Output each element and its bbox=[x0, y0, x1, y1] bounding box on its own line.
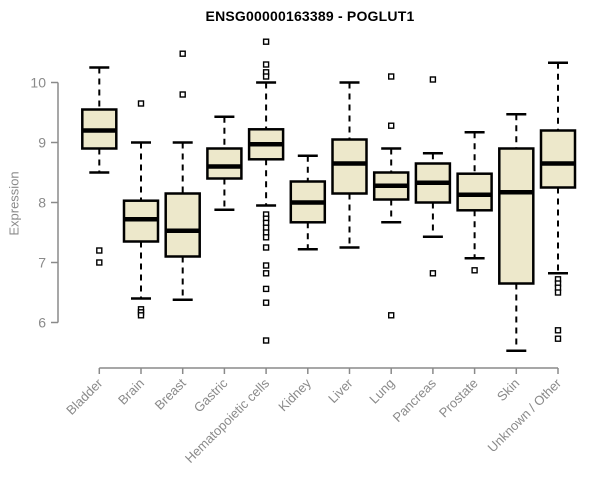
outlier-point-brain bbox=[137, 312, 145, 319]
box-unknown-other bbox=[539, 129, 577, 189]
x-tick-label-bladder: Bladder bbox=[63, 375, 106, 418]
box-liver bbox=[331, 138, 368, 195]
y-tick-label: 9 bbox=[38, 135, 46, 151]
outlier-point-hematopoietic-cells bbox=[262, 38, 270, 45]
chart-title: ENSG00000163389 - POGLUT1 bbox=[205, 8, 415, 24]
outlier-point-hematopoietic-cells bbox=[262, 234, 270, 241]
x-tick-label-prostate: Prostate bbox=[436, 376, 481, 421]
outlier-point-lung bbox=[388, 122, 395, 129]
x-tick-label-gastric: Gastric bbox=[191, 375, 231, 415]
outlier-point-unknown-other bbox=[554, 289, 562, 296]
y-tick-label: 7 bbox=[38, 255, 46, 271]
outlier-point-brain bbox=[137, 100, 145, 107]
x-tick-label-liver: Liver bbox=[325, 375, 356, 406]
box-breast bbox=[164, 192, 201, 258]
outlier-point-bladder bbox=[96, 259, 103, 266]
box-gastric bbox=[206, 147, 243, 180]
x-tick-label-brain: Brain bbox=[115, 376, 147, 408]
x-tick-label-lung: Lung bbox=[366, 376, 397, 407]
outlier-point-unknown-other bbox=[554, 335, 562, 342]
y-tick-label: 8 bbox=[38, 195, 46, 211]
outlier-point-lung bbox=[388, 312, 395, 319]
x-tick-label-kidney: Kidney bbox=[275, 375, 314, 414]
x-tick-label-pancreas: Pancreas bbox=[390, 375, 440, 425]
outlier-point-pancreas bbox=[429, 270, 437, 277]
outlier-point-hematopoietic-cells bbox=[262, 262, 270, 269]
x-tick-label-breast: Breast bbox=[152, 375, 189, 412]
outlier-point-lung bbox=[388, 73, 395, 80]
box-skin bbox=[498, 147, 535, 285]
outlier-point-hematopoietic-cells bbox=[262, 73, 270, 80]
outlier-point-breast bbox=[179, 50, 186, 57]
outlier-point-unknown-other bbox=[554, 327, 562, 334]
outlier-point-prostate bbox=[471, 267, 478, 274]
outlier-point-hematopoietic-cells bbox=[262, 299, 270, 306]
box-prostate bbox=[456, 172, 493, 212]
outlier-point-hematopoietic-cells bbox=[262, 270, 270, 277]
outlier-point-hematopoietic-cells bbox=[262, 285, 270, 293]
outlier-point-breast bbox=[179, 91, 186, 98]
outlier-point-hematopoietic-cells bbox=[262, 61, 270, 68]
outlier-point-pancreas bbox=[429, 76, 437, 83]
y-tick-label: 6 bbox=[38, 315, 46, 331]
outlier-point-hematopoietic-cells bbox=[262, 337, 270, 344]
y-tick-label: 10 bbox=[30, 75, 46, 91]
outlier-point-hematopoietic-cells bbox=[262, 244, 270, 251]
outlier-point-bladder bbox=[96, 247, 103, 254]
x-tick-label-skin: Skin bbox=[494, 376, 522, 404]
x-tick-label-unknown-other: Unknown / Other bbox=[485, 375, 565, 455]
